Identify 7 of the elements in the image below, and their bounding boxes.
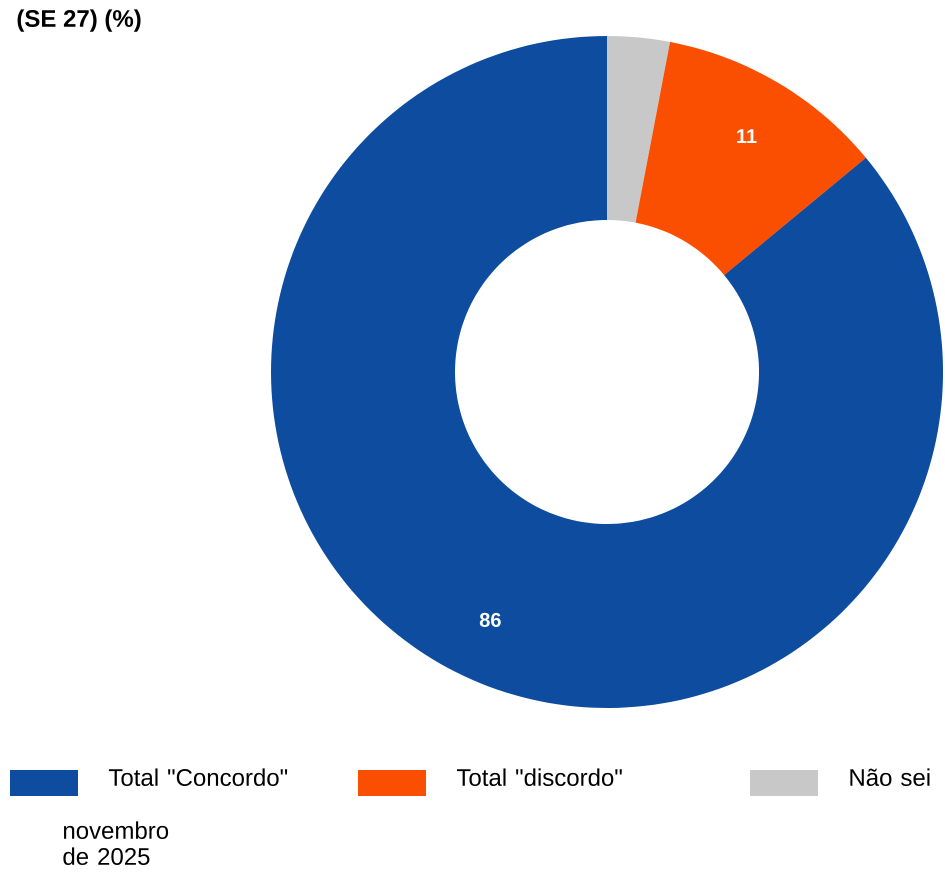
chart-title: (SE 27) (%) — [18, 9, 141, 32]
legend-label: Total "discordo" — [456, 768, 622, 786]
legend-label: Não sei — [850, 768, 930, 786]
data-label: 11 — [737, 129, 757, 144]
text: novembro de 2025 — [63, 821, 168, 866]
legend-label: Total "Concordo" — [108, 768, 288, 786]
data-label: 86 — [480, 612, 501, 627]
